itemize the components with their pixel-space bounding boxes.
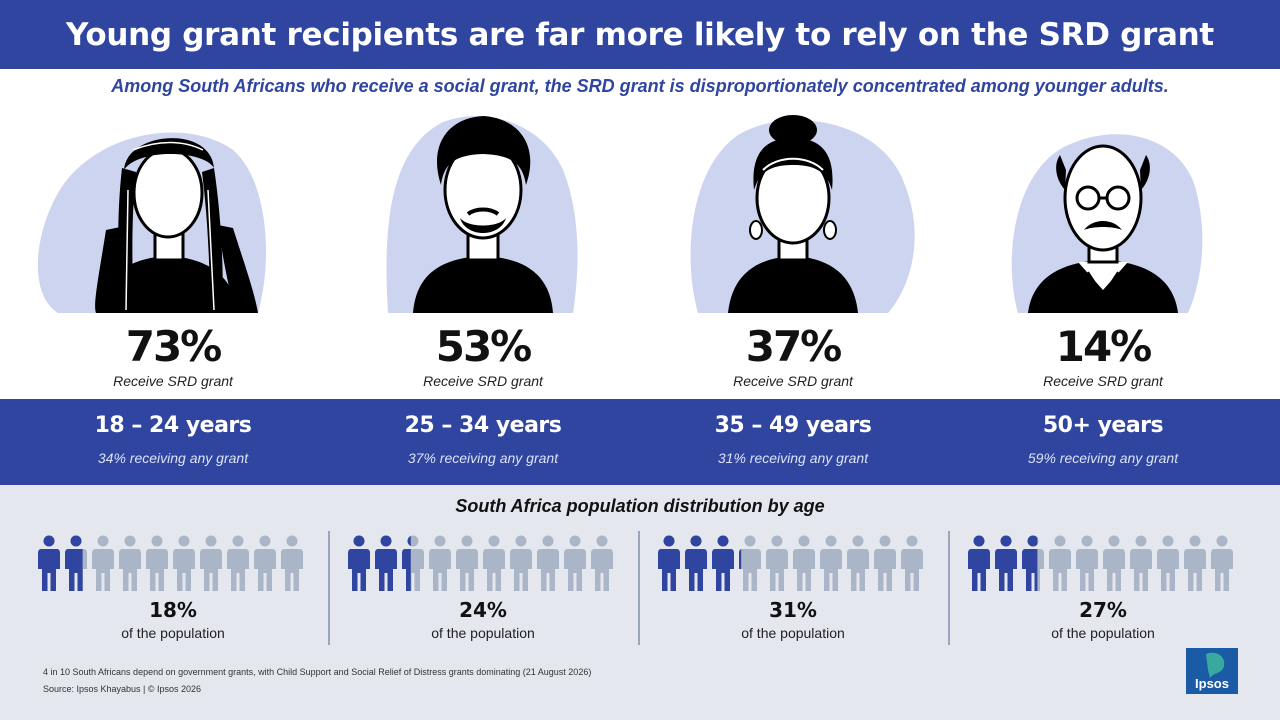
population-block: 27% of the population: [948, 533, 1258, 653]
person-icon: [146, 535, 168, 591]
age-label-block: 25 – 34 years 37% receiving any grant: [328, 413, 638, 466]
age-band: 18 – 24 years 34% receiving any grant 25…: [0, 399, 1280, 485]
people-icon-row: [968, 535, 1233, 591]
person-icon: [1022, 535, 1044, 591]
person-icon: [874, 535, 896, 591]
any-grant-text: 34% receiving any grant: [97, 450, 249, 466]
person-icon: [712, 535, 734, 591]
logo-text: Ipsos: [1195, 676, 1229, 691]
any-grant-text: 31% receiving any grant: [717, 450, 869, 466]
person-icon: [483, 535, 505, 591]
person-icon: [739, 535, 761, 591]
older-man-glasses-icon: [1011, 134, 1203, 313]
person-icon: [1103, 535, 1125, 591]
divider: [328, 531, 330, 645]
woman-headwrap-icon: [690, 115, 915, 313]
population-block: 24% of the population: [328, 533, 638, 653]
population-label: of the population: [431, 625, 535, 641]
person-icon: [200, 535, 222, 591]
population-percentage: 24%: [459, 598, 507, 622]
person-icon: [227, 535, 249, 591]
srd-label: Receive SRD grant: [423, 373, 543, 389]
divider: [638, 531, 640, 645]
age-range: 35 – 49 years: [714, 413, 872, 438]
person-icon: [658, 535, 680, 591]
person-icon: [254, 535, 276, 591]
any-grant-text: 59% receiving any grant: [1027, 450, 1179, 466]
person-icon: [793, 535, 815, 591]
people-icon-row: [348, 535, 613, 591]
source-line: Source: Ipsos Khayabus | © Ipsos 2026: [43, 684, 202, 694]
population-percentage: 18%: [149, 598, 197, 622]
person-icon: [820, 535, 842, 591]
distribution-title: South Africa population distribution by …: [455, 496, 825, 516]
person-icon: [995, 535, 1017, 591]
person-icon: [901, 535, 923, 591]
person-icon: [685, 535, 707, 591]
people-icon-row: [658, 535, 923, 591]
person-icon: [847, 535, 869, 591]
age-group-35-49: 37% Receive SRD grant: [638, 110, 948, 400]
person-icon: [456, 535, 478, 591]
person-icon: [92, 535, 114, 591]
person-icon: [429, 535, 451, 591]
person-icon: [1184, 535, 1206, 591]
population-block: 31% of the population: [638, 533, 948, 653]
title-bar: Young grant recipients are far more like…: [0, 0, 1280, 69]
ipsos-logo: Ipsos: [1186, 648, 1238, 694]
person-icon: [38, 535, 60, 591]
age-group-50-plus: 14% Receive SRD grant: [948, 110, 1258, 400]
person-icon: [1157, 535, 1179, 591]
person-icon: [1076, 535, 1098, 591]
person-icon: [591, 535, 613, 591]
footnote: 4 in 10 South Africans depend on governm…: [43, 667, 592, 677]
any-grant-text: 37% receiving any grant: [407, 450, 559, 466]
people-icon-row: [38, 535, 303, 591]
population-block: 18% of the population: [18, 533, 328, 653]
age-label-block: 50+ years 59% receiving any grant: [948, 413, 1258, 466]
age-label-block: 35 – 49 years 31% receiving any grant: [638, 413, 948, 466]
population-label: of the population: [1051, 625, 1155, 641]
srd-percentage: 14%: [1055, 322, 1153, 371]
population-label: of the population: [121, 625, 225, 641]
age-label-block: 18 – 24 years 34% receiving any grant: [18, 413, 328, 466]
person-icon: [119, 535, 141, 591]
divider: [948, 531, 950, 645]
person-icon: [1211, 535, 1233, 591]
srd-label: Receive SRD grant: [733, 373, 853, 389]
young-man-beard-icon: [386, 115, 578, 313]
person-icon: [281, 535, 303, 591]
person-icon: [766, 535, 788, 591]
person-icon: [348, 535, 370, 591]
page-title: Young grant recipients are far more like…: [66, 16, 1214, 53]
srd-percentage: 53%: [435, 322, 533, 371]
person-icon: [1049, 535, 1071, 591]
person-icon: [402, 535, 424, 591]
person-icon: [1130, 535, 1152, 591]
young-woman-dreadlocks-icon: [37, 132, 266, 313]
population-section: South Africa population distribution by …: [0, 485, 1280, 720]
population-percentage: 27%: [1079, 598, 1127, 622]
srd-label: Receive SRD grant: [1043, 373, 1163, 389]
population-percentage: 31%: [769, 598, 817, 622]
person-icon: [510, 535, 532, 591]
logo-mark-icon: [1206, 652, 1225, 678]
person-icon: [968, 535, 990, 591]
person-icon: [564, 535, 586, 591]
person-icon: [173, 535, 195, 591]
person-icon: [375, 535, 397, 591]
age-group-18-24: 73% Receive SRD grant: [18, 110, 328, 400]
age-group-25-34: 53% Receive SRD grant: [328, 110, 638, 400]
person-icon: [537, 535, 559, 591]
person-icon: [65, 535, 87, 591]
srd-percentage: 73%: [125, 322, 223, 371]
srd-percentage: 37%: [745, 322, 843, 371]
age-range: 18 – 24 years: [94, 413, 252, 438]
srd-label: Receive SRD grant: [113, 373, 233, 389]
age-range: 50+ years: [1042, 413, 1164, 438]
page-subtitle: Among South Africans who receive a socia…: [111, 76, 1169, 96]
age-range: 25 – 34 years: [404, 413, 562, 438]
population-label: of the population: [741, 625, 845, 641]
